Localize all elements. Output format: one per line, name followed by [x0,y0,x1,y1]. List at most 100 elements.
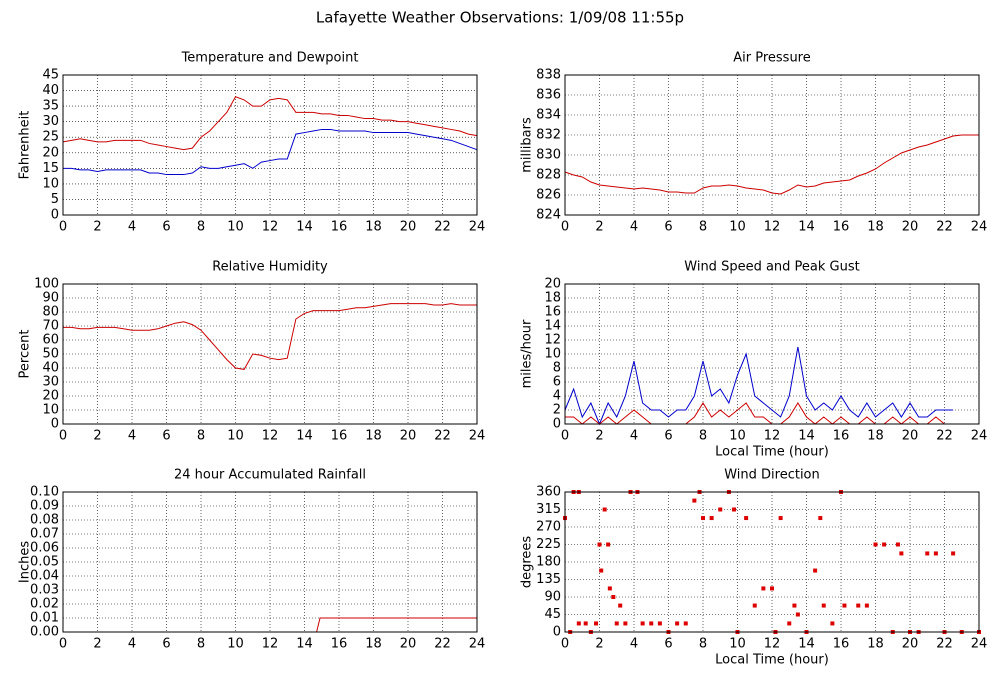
data-point [770,586,774,591]
y-tick-label: 360 [536,485,561,500]
x-tick-label: 0 [59,637,67,652]
data-point [606,542,611,547]
y-tick-label: 50 [42,347,59,362]
data-point [657,621,662,626]
x-tick-label: 16 [833,220,850,235]
y-tick-label: 315 [536,502,561,517]
data-point [813,568,818,573]
x-tick-label: 8 [197,220,205,235]
x-tick-label: 12 [764,637,781,652]
data-point [683,621,688,626]
data-point [709,516,714,521]
x-tick-label: 0 [561,220,569,235]
chart-title: Relative Humidity [212,260,328,275]
y-tick-label: 40 [42,361,59,376]
data-point [594,621,599,626]
y-tick-label: 0.09 [30,499,59,514]
x-tick-label: 10 [729,429,746,444]
data-point [778,516,783,521]
data-point [602,507,607,512]
x-tick-label: 0 [561,429,569,444]
data-point [649,621,654,626]
y-tick-label: 12 [544,333,561,348]
x-tick-label: 24 [469,429,486,444]
data-line [62,96,478,151]
y-tick-label: 830 [536,148,561,163]
plot-frame [62,74,478,216]
x-tick-label: 22 [936,220,953,235]
data-point [818,516,823,521]
x-tick-label: 16 [833,637,850,652]
x-tick-label: 22 [434,637,451,652]
x-tick-label: 10 [729,220,746,235]
plot-frame [62,283,478,425]
y-tick-label: 90 [42,291,59,306]
chart-title: 24 hour Accumulated Rainfall [174,468,366,483]
y-tick-label: 90 [544,590,561,605]
data-point [895,542,900,547]
x-tick-label: 8 [699,220,707,235]
y-tick-label: 832 [536,128,561,143]
x-tick-label: 8 [197,429,205,444]
data-point [933,551,938,556]
data-line [63,303,477,370]
x-tick-label: 4 [128,429,136,444]
x-tick-label: 4 [630,637,638,652]
x-tick-label: 12 [764,220,781,235]
y-tick-label: 45 [544,607,561,622]
y-tick-label: 40 [42,83,59,98]
data-point [792,603,797,608]
x-tick-label: 18 [867,637,884,652]
y-tick-label: 0 [51,417,59,432]
x-tick-label: 10 [729,637,746,652]
y-tick-label: 0.06 [30,541,59,556]
y-tick-label: 80 [42,305,59,320]
data-point [640,621,645,626]
y-tick-label: 100 [34,277,59,292]
page-title: Lafayette Weather Observations: 1/09/08 … [316,9,684,27]
data-point [842,603,847,608]
x-tick-label: 24 [469,220,486,235]
data-point [675,621,680,626]
plot-frame [62,491,478,633]
data-point [623,621,628,626]
y-tick-label: 10 [42,403,59,418]
y-axis-label: miles/hour [520,319,535,388]
data-point [607,586,612,591]
data-point [795,612,800,617]
x-tick-label: 20 [400,637,417,652]
data-point [732,507,737,512]
x-tick-label: 8 [197,637,205,652]
data-line [63,128,478,176]
y-tick-label: 30 [42,114,59,129]
y-tick-label: 0.07 [30,527,59,542]
y-tick-label: 834 [536,108,561,123]
x-tick-label: 2 [93,429,101,444]
y-tick-label: 20 [42,145,59,160]
x-tick-label: 22 [936,429,953,444]
y-tick-label: 4 [553,389,561,404]
data-point [599,568,604,573]
x-tick-label: 14 [798,429,815,444]
x-tick-label: 10 [227,429,244,444]
data-point [718,507,723,512]
y-tick-label: 6 [553,375,561,390]
x-tick-label: 14 [798,220,815,235]
y-tick-label: 0.05 [30,555,59,570]
y-tick-label: 0 [553,625,561,640]
x-tick-label: 14 [798,637,815,652]
data-point [692,498,697,503]
data-line [564,134,979,195]
x-tick-label: 12 [262,220,279,235]
data-point [576,621,581,626]
y-tick-label: 0.02 [30,597,59,612]
y-tick-label: 0.08 [30,513,59,528]
x-tick-label: 0 [59,429,67,444]
data-point [761,586,766,591]
x-tick-label: 8 [699,429,707,444]
y-tick-label: 10 [42,176,59,191]
data-line [565,402,954,425]
data-point [899,551,904,556]
data-point [614,621,619,626]
x-tick-label: 20 [902,429,919,444]
